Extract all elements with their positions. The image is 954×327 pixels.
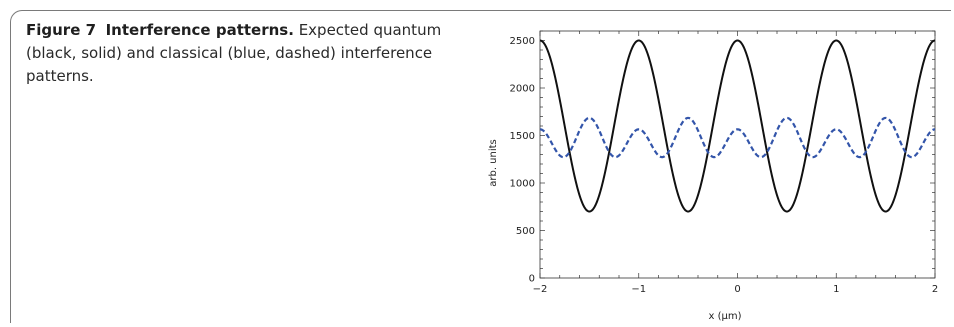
x-tick-label: 1	[833, 284, 839, 295]
interference-chart: −2 −1 0 1 2 0 500 1000 1500 2000 2500 arb. units x…	[488, 30, 938, 322]
figure-label: Figure 7	[26, 21, 97, 39]
x-tick-label: 2	[932, 284, 938, 295]
figure-frame	[10, 10, 951, 323]
figure-title: Interference patterns.	[105, 21, 294, 39]
figure-caption-body: Expected quantum (black, solid) and clas…	[26, 21, 442, 85]
x-tick-label: −2	[533, 284, 548, 295]
x-axis-label: x (μm)	[708, 311, 741, 322]
y-tick-label: 0	[529, 274, 535, 285]
classical-series-line	[539, 116, 936, 159]
x-tick-label: −1	[631, 284, 646, 295]
figure-caption: Figure 7 Interference patterns. Expected…	[26, 19, 456, 88]
plot-frame	[539, 30, 936, 279]
y-tick-label: 500	[516, 226, 535, 237]
y-axis-label: arb. units	[488, 139, 499, 187]
y-tick-label: 1500	[510, 131, 535, 142]
y-tick-label: 2000	[510, 84, 535, 95]
y-tick-label: 2500	[510, 36, 535, 47]
x-tick-label: 0	[734, 284, 740, 295]
quantum-series-line	[539, 39, 936, 213]
y-tick-label: 1000	[510, 179, 535, 190]
